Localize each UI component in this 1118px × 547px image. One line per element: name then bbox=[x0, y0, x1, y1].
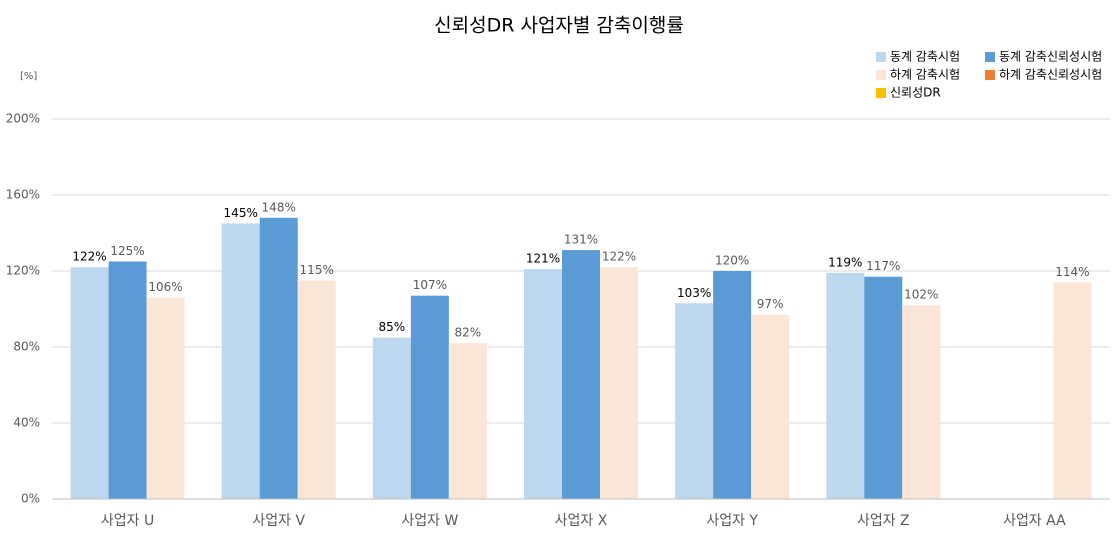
data-label: 122% bbox=[72, 250, 106, 264]
legend-swatch bbox=[985, 70, 995, 80]
bar bbox=[524, 269, 562, 499]
y-tick-label: 80% bbox=[13, 340, 40, 354]
legend-swatch bbox=[876, 70, 886, 80]
bar bbox=[297, 280, 336, 499]
chart-title: 신뢰성DR 사업자별 감축이행률 bbox=[434, 15, 684, 37]
data-label: 82% bbox=[455, 326, 482, 340]
legend-label: 동계 감축신뢰성시험 bbox=[999, 50, 1102, 64]
y-tick-label: 200% bbox=[6, 112, 40, 126]
bar bbox=[562, 250, 600, 499]
bar bbox=[372, 337, 411, 499]
y-unit-label: [%] bbox=[20, 71, 37, 82]
data-label: 145% bbox=[224, 206, 258, 220]
data-label: 106% bbox=[148, 280, 182, 294]
x-tick-label: 사업자 AA bbox=[1003, 513, 1066, 529]
legend-swatch bbox=[876, 88, 886, 98]
x-tick-label: 사업자 U bbox=[101, 513, 154, 529]
x-tick-label: 사업자 V bbox=[252, 513, 305, 529]
legend-swatch bbox=[876, 52, 886, 62]
bar bbox=[448, 343, 487, 499]
data-label: 114% bbox=[1055, 265, 1089, 279]
data-label: 119% bbox=[828, 255, 862, 269]
x-tick-label: 사업자 X bbox=[555, 513, 608, 529]
legend-label: 신뢰성DR bbox=[890, 86, 941, 100]
bar bbox=[410, 295, 449, 499]
bar bbox=[902, 305, 941, 499]
data-label: 102% bbox=[904, 288, 938, 302]
data-label: 103% bbox=[677, 286, 711, 300]
x-tick-label: 사업자 Y bbox=[706, 513, 758, 529]
bar bbox=[675, 303, 714, 499]
bar bbox=[146, 297, 185, 499]
legend-label: 동계 감축시험 bbox=[890, 50, 960, 64]
data-label: 121% bbox=[526, 252, 560, 266]
bar bbox=[751, 314, 790, 499]
y-tick-label: 120% bbox=[6, 264, 40, 278]
bar bbox=[70, 267, 109, 499]
y-tick-label: 160% bbox=[6, 188, 40, 202]
legend-swatch bbox=[985, 52, 995, 62]
x-tick-label: 사업자 W bbox=[401, 513, 458, 529]
data-label: 85% bbox=[379, 320, 406, 334]
bar bbox=[713, 271, 752, 499]
bar bbox=[108, 261, 147, 499]
x-tick-label: 사업자 Z bbox=[857, 513, 910, 529]
legend-label: 하계 감축시험 bbox=[890, 68, 960, 82]
bar bbox=[221, 223, 260, 499]
bar bbox=[1053, 282, 1092, 499]
bar bbox=[259, 217, 298, 500]
data-label: 148% bbox=[262, 200, 296, 214]
data-label: 131% bbox=[564, 233, 598, 247]
y-tick-label: 0% bbox=[21, 492, 40, 506]
data-label: 107% bbox=[413, 278, 447, 292]
y-tick-label: 40% bbox=[13, 416, 40, 430]
data-label: 97% bbox=[757, 297, 784, 311]
legend-label: 하계 감축신뢰성시험 bbox=[999, 68, 1102, 82]
bar bbox=[826, 272, 865, 499]
data-label: 125% bbox=[110, 244, 144, 258]
data-label: 117% bbox=[866, 259, 900, 273]
bar bbox=[864, 276, 903, 499]
data-label: 122% bbox=[602, 250, 636, 264]
data-label: 115% bbox=[300, 263, 334, 277]
bar bbox=[600, 267, 638, 499]
data-label: 120% bbox=[715, 254, 749, 268]
